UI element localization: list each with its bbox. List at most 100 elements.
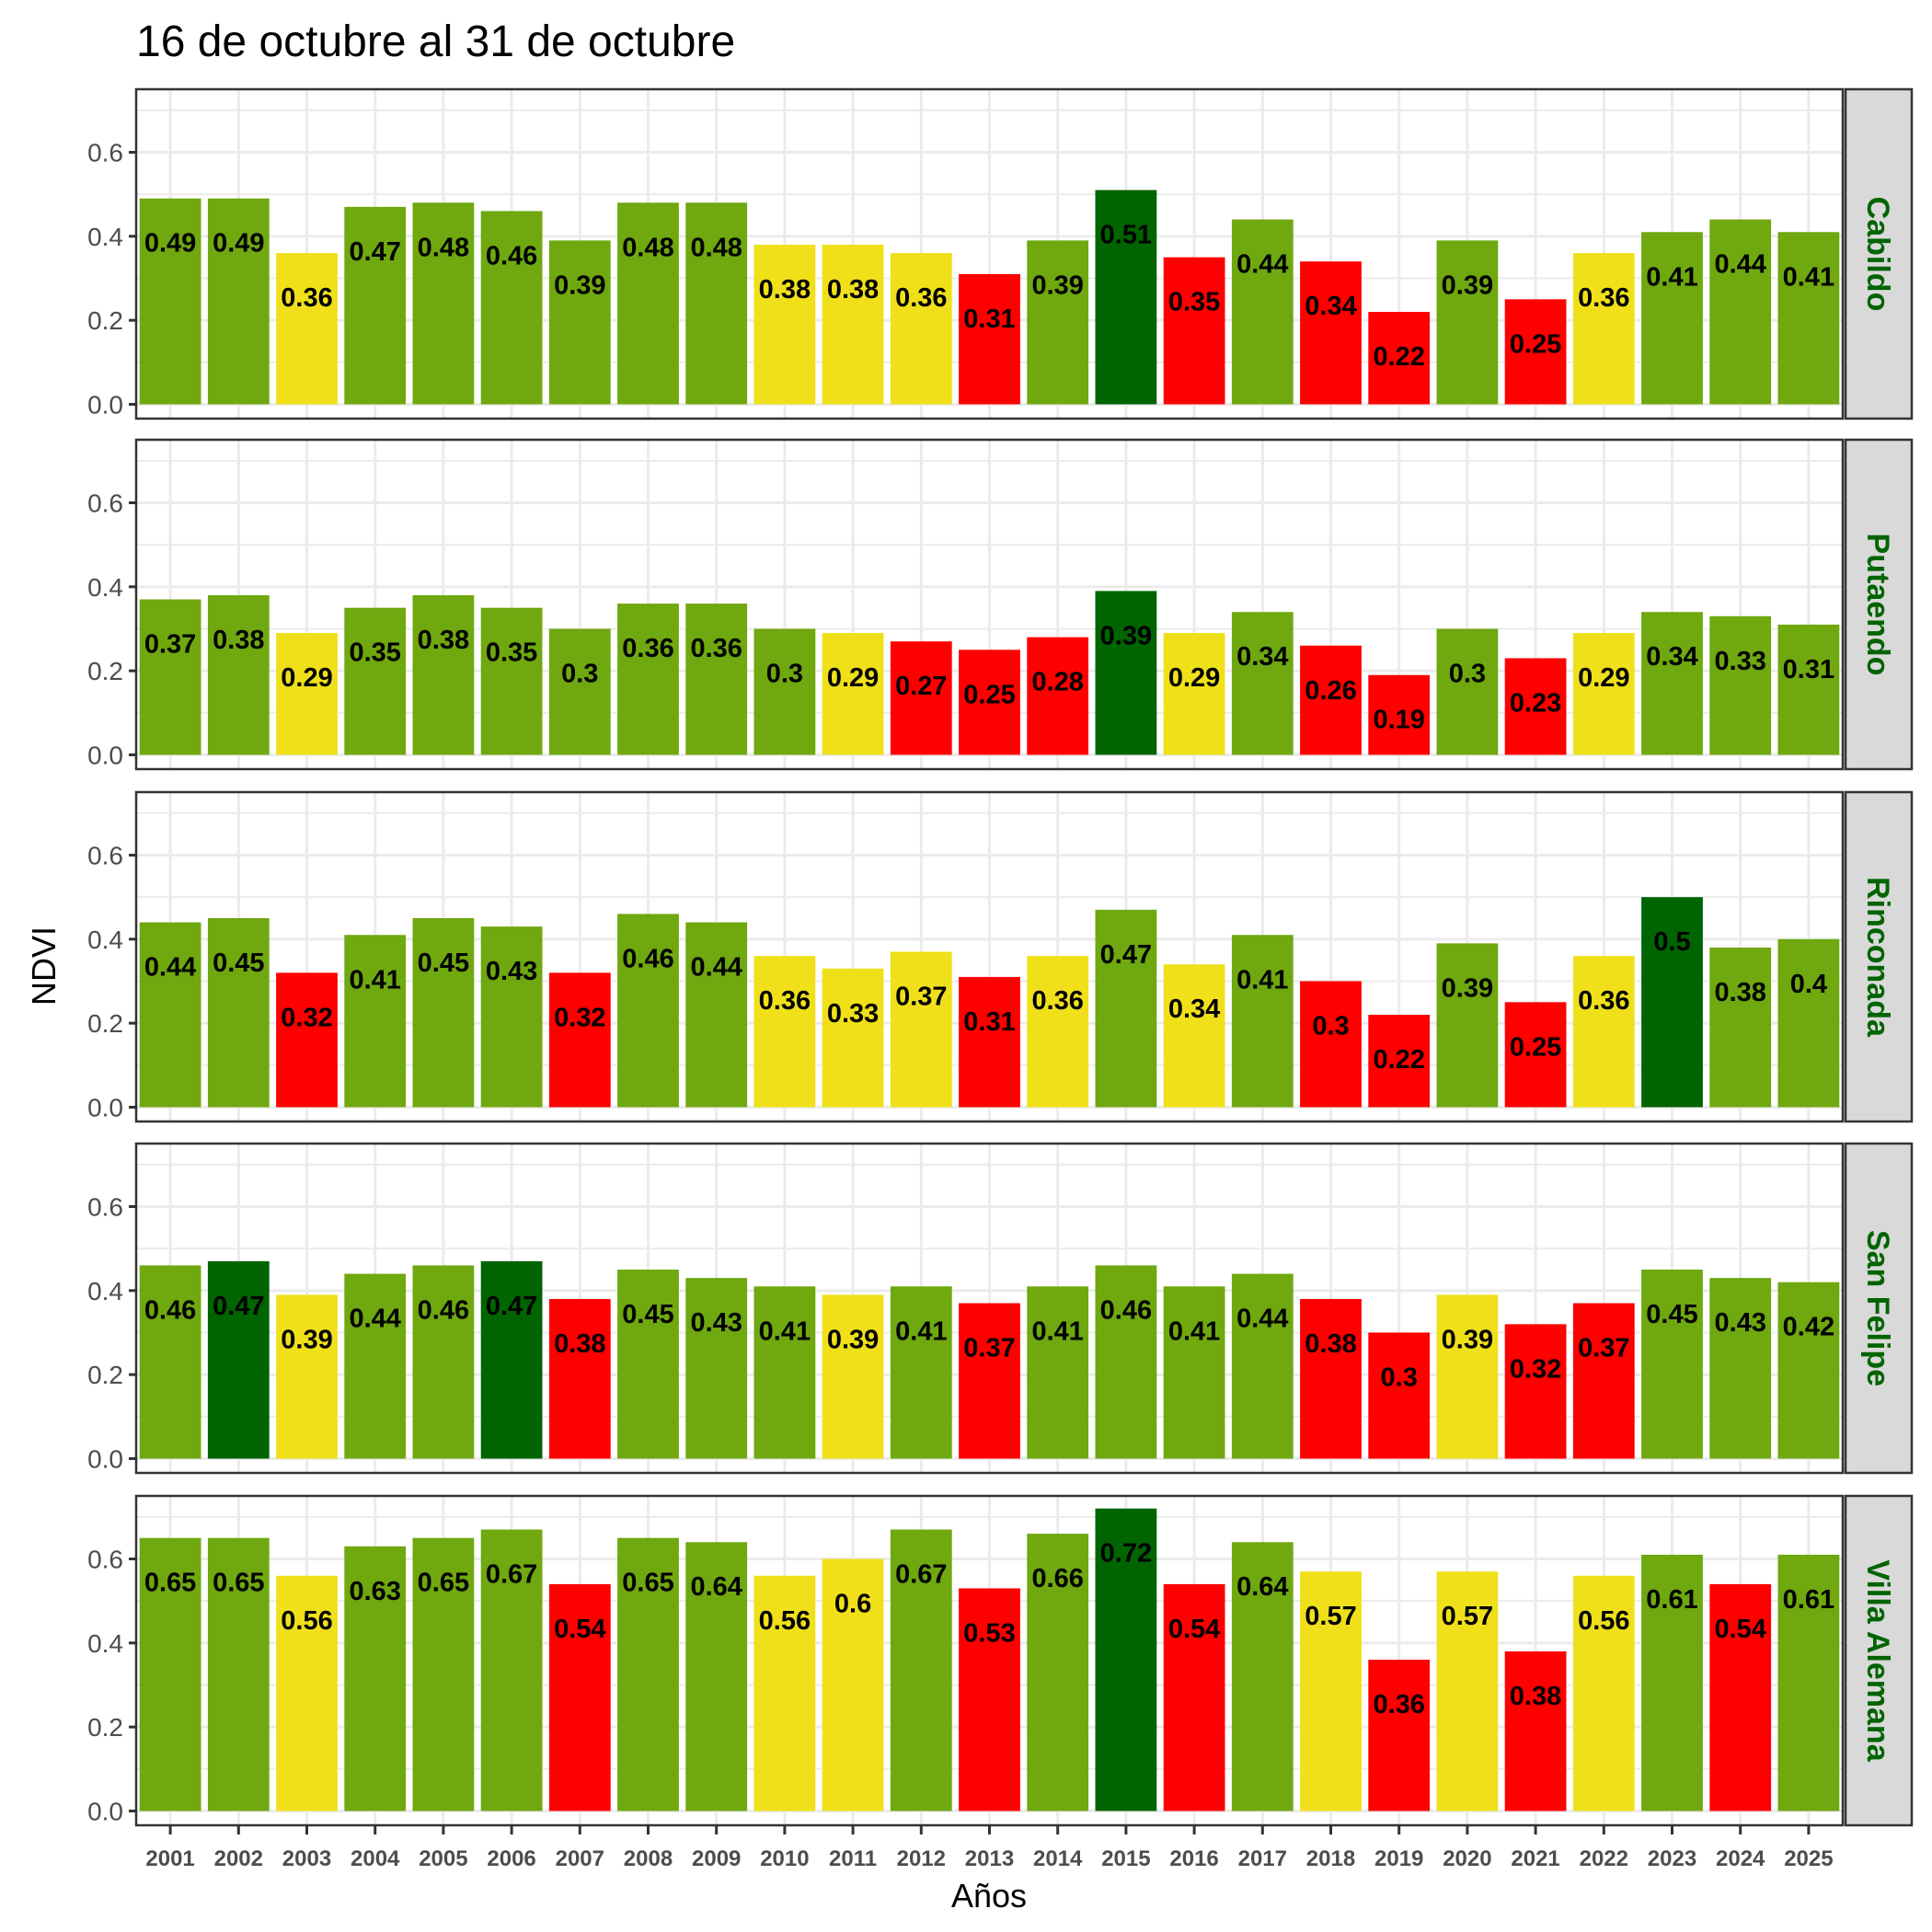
- bar: [617, 604, 679, 755]
- data-label: 0.39: [1442, 973, 1493, 1003]
- panel-border: [134, 790, 1845, 1123]
- data-label: 0.57: [1305, 1602, 1356, 1631]
- y-tick-label: 0.4: [87, 1629, 123, 1658]
- bar: [890, 951, 952, 1108]
- data-label: 0.39: [281, 1325, 332, 1354]
- data-label: 0.32: [554, 1003, 605, 1032]
- x-tick-label: 2014: [1033, 1846, 1083, 1871]
- y-tick-label: 0.6: [87, 138, 123, 167]
- data-label: 0.46: [622, 944, 673, 973]
- bar: [1504, 299, 1567, 405]
- facet-strip: [1844, 87, 1914, 420]
- x-tick-label: 2007: [556, 1846, 604, 1871]
- data-label: 0.44: [1714, 250, 1765, 280]
- bar: [139, 198, 201, 405]
- data-label: 0.39: [1031, 270, 1083, 300]
- data-label: 0.44: [349, 1305, 400, 1334]
- bar: [412, 1265, 475, 1459]
- bar: [207, 1537, 270, 1811]
- bar: [1163, 964, 1225, 1108]
- bar: [548, 628, 611, 755]
- data-label: 0.48: [690, 233, 742, 262]
- y-tick-label: 0.0: [87, 1797, 123, 1825]
- bar: [753, 956, 816, 1108]
- data-label: 0.26: [1305, 676, 1356, 706]
- bar: [959, 976, 1020, 1108]
- bar: [548, 1298, 611, 1459]
- data-label: 0.33: [827, 999, 879, 1029]
- bar: [344, 1546, 407, 1811]
- bar: [1504, 1324, 1567, 1459]
- bar: [1231, 219, 1294, 405]
- data-label: 0.5: [1653, 927, 1690, 957]
- bar: [207, 917, 270, 1108]
- bar: [1572, 1303, 1635, 1459]
- data-label: 0.67: [895, 1560, 947, 1590]
- data-label: 0.38: [1305, 1329, 1356, 1359]
- data-label: 0.47: [486, 1292, 537, 1321]
- y-tick-label: 0.0: [87, 1444, 123, 1473]
- bar: [685, 1542, 748, 1811]
- data-label: 0.39: [554, 270, 605, 300]
- bar: [1572, 253, 1635, 405]
- bar: [1368, 1660, 1431, 1811]
- bar: [1368, 674, 1431, 755]
- data-label: 0.37: [144, 630, 196, 660]
- data-label: 0.31: [1783, 655, 1834, 684]
- data-label: 0.36: [281, 283, 332, 313]
- data-label: 0.6: [834, 1589, 871, 1618]
- bar: [822, 968, 884, 1108]
- bar: [617, 202, 679, 405]
- bar: [344, 935, 407, 1108]
- bar: [1231, 612, 1294, 755]
- data-label: 0.44: [1236, 1305, 1288, 1334]
- bar: [1027, 1534, 1089, 1811]
- bar: [1504, 1650, 1567, 1811]
- data-label: 0.38: [827, 275, 879, 305]
- data-label: 0.54: [554, 1615, 605, 1644]
- y-tick-label: 0.0: [87, 390, 123, 419]
- data-label: 0.36: [1578, 283, 1629, 313]
- bar: [276, 253, 338, 405]
- bar: [344, 607, 407, 755]
- bar: [344, 1273, 407, 1459]
- bar: [344, 206, 407, 405]
- data-label: 0.64: [1236, 1572, 1288, 1602]
- data-label: 0.29: [1168, 663, 1220, 693]
- bar: [412, 594, 475, 755]
- data-label: 0.36: [759, 986, 811, 1016]
- data-label: 0.43: [1714, 1308, 1765, 1338]
- facet-strip: [1844, 1494, 1914, 1827]
- bar: [1300, 645, 1362, 755]
- y-tick-label: 0.6: [87, 1545, 123, 1573]
- bar: [139, 1537, 201, 1811]
- bar: [1027, 1286, 1089, 1459]
- x-tick-label: 2022: [1580, 1846, 1628, 1871]
- data-label: 0.36: [895, 283, 947, 313]
- bar: [276, 1575, 338, 1811]
- bar: [207, 1260, 270, 1459]
- data-label: 0.41: [759, 1317, 811, 1346]
- data-label: 0.38: [1714, 978, 1765, 1007]
- data-label: 0.32: [1510, 1354, 1561, 1384]
- data-label: 0.39: [1100, 621, 1152, 650]
- data-label: 0.54: [1714, 1615, 1765, 1644]
- data-label: 0.37: [963, 1334, 1015, 1363]
- data-label: 0.39: [827, 1325, 879, 1354]
- bar: [685, 604, 748, 755]
- bar: [890, 641, 952, 755]
- bar: [753, 1286, 816, 1459]
- data-label: 0.22: [1373, 1045, 1424, 1075]
- data-label: 0.31: [963, 305, 1015, 334]
- bar: [1300, 1298, 1362, 1459]
- bar: [959, 273, 1020, 405]
- bar: [617, 1269, 679, 1459]
- data-label: 0.45: [622, 1300, 673, 1329]
- bar: [412, 1537, 475, 1811]
- x-tick-label: 2001: [145, 1846, 194, 1871]
- bar: [822, 244, 884, 405]
- data-label: 0.48: [622, 233, 673, 262]
- x-tick-label: 2009: [692, 1846, 741, 1871]
- facet-strip: [1844, 1142, 1914, 1475]
- bar: [480, 1260, 543, 1459]
